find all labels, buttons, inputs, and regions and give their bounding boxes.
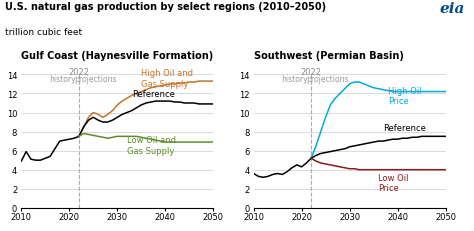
Text: trillion cubic feet: trillion cubic feet — [5, 28, 82, 37]
Text: High Oil and
Gas Supply: High Oil and Gas Supply — [141, 69, 193, 88]
Text: Low Oil
Price: Low Oil Price — [378, 173, 409, 192]
Text: eia: eia — [439, 2, 465, 16]
Text: U.S. natural gas production by select regions (2010–2050): U.S. natural gas production by select re… — [5, 2, 326, 12]
Text: High Oil
Price: High Oil Price — [388, 86, 421, 106]
Text: projections: projections — [307, 75, 349, 84]
Text: Southwest (Permian Basin): Southwest (Permian Basin) — [254, 51, 403, 61]
Text: Reference: Reference — [132, 90, 174, 99]
Text: history: history — [49, 75, 75, 84]
Text: Gulf Coast (Haynesville Formation): Gulf Coast (Haynesville Formation) — [21, 51, 214, 61]
Text: 2022: 2022 — [68, 68, 90, 77]
Text: history: history — [281, 75, 308, 84]
Text: 2022: 2022 — [301, 68, 322, 77]
Text: Reference: Reference — [383, 123, 426, 132]
Text: projections: projections — [74, 75, 117, 84]
Text: Low Oil and
Gas Supply: Low Oil and Gas Supply — [127, 136, 176, 155]
